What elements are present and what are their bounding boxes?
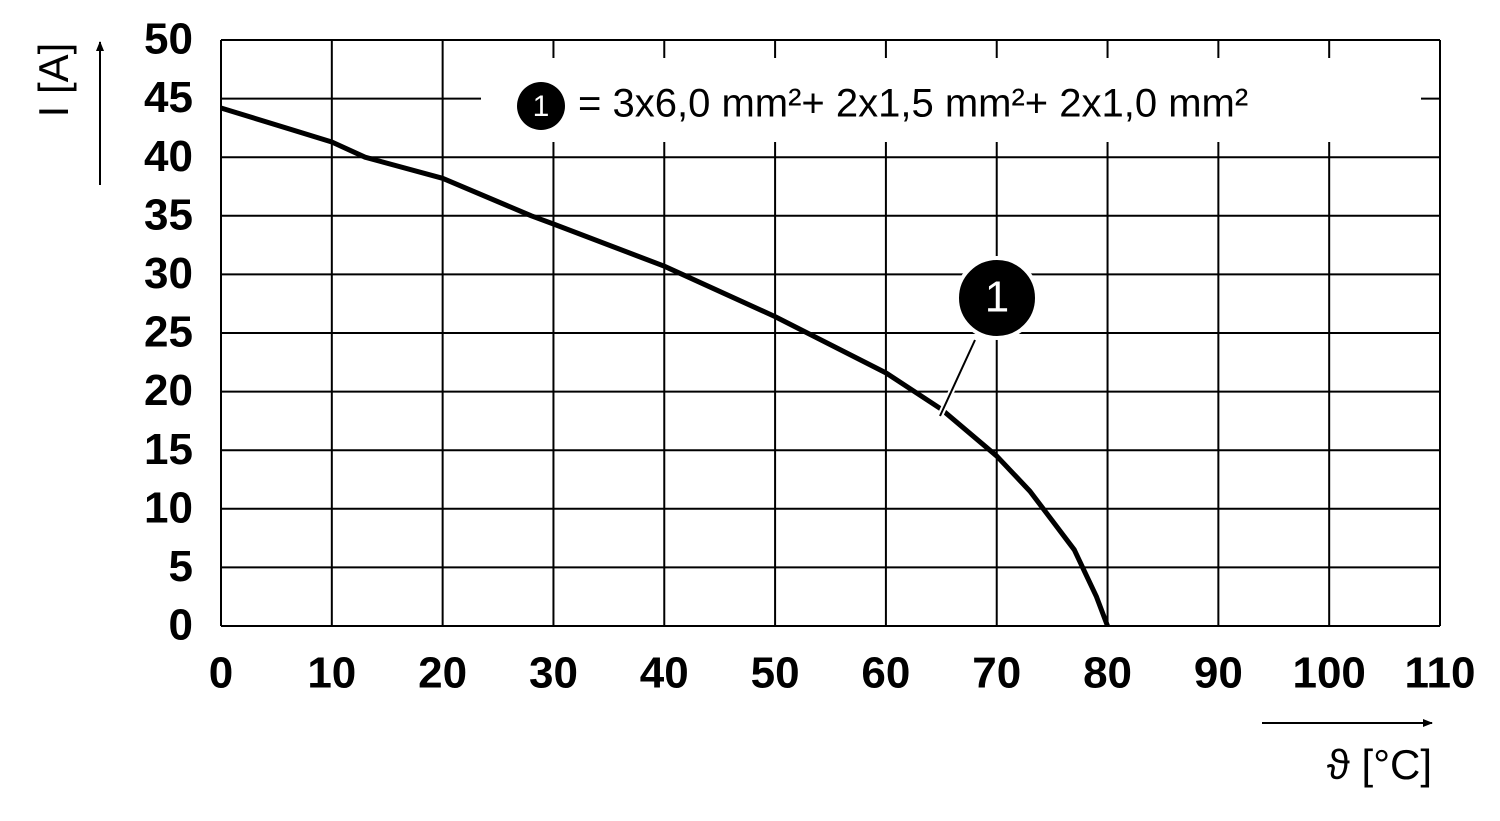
- x-tick-label: 80: [1083, 649, 1132, 698]
- x-tick-label: 110: [1405, 649, 1476, 698]
- x-tick-label: 40: [640, 649, 689, 698]
- y-tick-label: 35: [144, 190, 193, 239]
- curve: [220, 105, 1110, 627]
- y-tick-label: 20: [144, 366, 193, 415]
- legend-text: = 3x6,0 mm²+ 2x1,5 mm²+ 2x1,0 mm²: [578, 82, 1248, 126]
- plot: [220, 105, 1110, 627]
- y-tick-label: 30: [144, 249, 193, 298]
- x-tick-label: 20: [418, 649, 467, 698]
- grid: [220, 39, 1441, 627]
- callout-label: 1: [985, 273, 1009, 322]
- x-tick-label: 30: [529, 649, 578, 698]
- legend-box: [481, 58, 1421, 142]
- y-tick-label: 0: [169, 601, 193, 650]
- x-tick-label: 50: [751, 649, 800, 698]
- y-axis-label: I [A]: [30, 43, 77, 118]
- y-tick-label: 40: [144, 132, 193, 181]
- legend-marker-label: 1: [533, 90, 550, 123]
- x-axis-label: ϑ [°C]: [1327, 741, 1432, 788]
- y-tick-label: 50: [144, 15, 193, 64]
- x-tick-label: 60: [861, 649, 910, 698]
- y-tick-label: 45: [144, 73, 193, 122]
- x-tick-label: 70: [972, 649, 1021, 698]
- callout-line: [939, 339, 976, 417]
- callout-marker: [955, 256, 1039, 340]
- y-tick-label: 5: [169, 542, 193, 591]
- legend-marker: [517, 82, 565, 130]
- x-tick-label: 10: [307, 649, 356, 698]
- x-tick-label: 0: [209, 649, 233, 698]
- y-tick-label: 25: [144, 308, 193, 357]
- x-tick-label: 100: [1292, 649, 1365, 698]
- y-tick-label: 15: [144, 425, 193, 474]
- y-tick-label: 10: [144, 483, 193, 532]
- x-tick-label: 90: [1194, 649, 1243, 698]
